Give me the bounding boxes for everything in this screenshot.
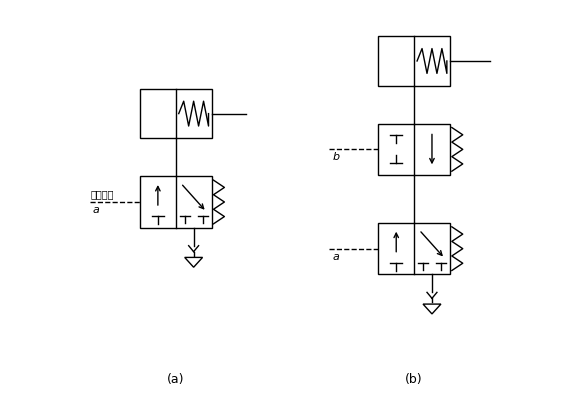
- Text: (b): (b): [406, 373, 423, 386]
- Bar: [140, 176, 211, 228]
- Bar: [140, 89, 211, 139]
- Text: 控制信号: 控制信号: [90, 189, 114, 199]
- Bar: [378, 223, 450, 274]
- Bar: [378, 124, 450, 175]
- Text: a: a: [333, 251, 340, 262]
- Text: a: a: [93, 205, 99, 215]
- Bar: [378, 36, 450, 86]
- Text: b: b: [333, 152, 340, 162]
- Text: (a): (a): [167, 373, 185, 386]
